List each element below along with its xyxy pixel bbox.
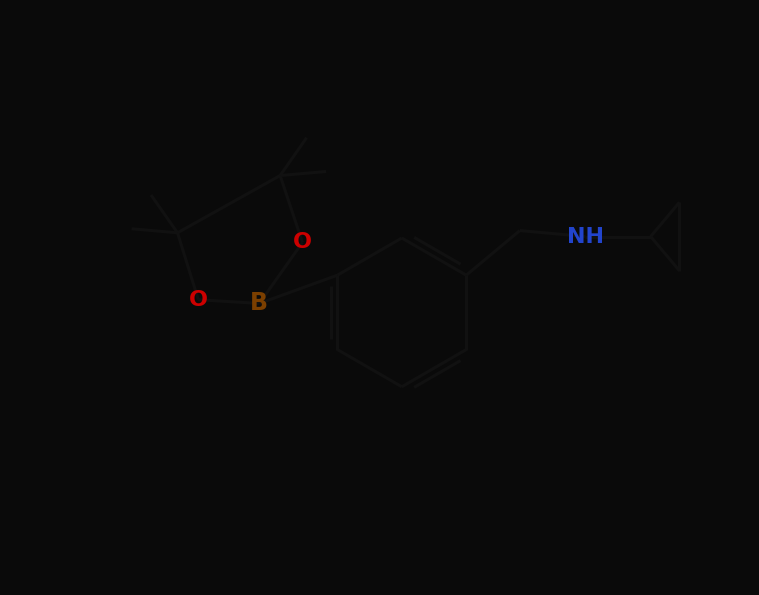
Text: O: O	[293, 233, 312, 252]
Text: B: B	[250, 292, 269, 315]
Text: NH: NH	[567, 227, 603, 246]
Text: O: O	[189, 290, 208, 310]
